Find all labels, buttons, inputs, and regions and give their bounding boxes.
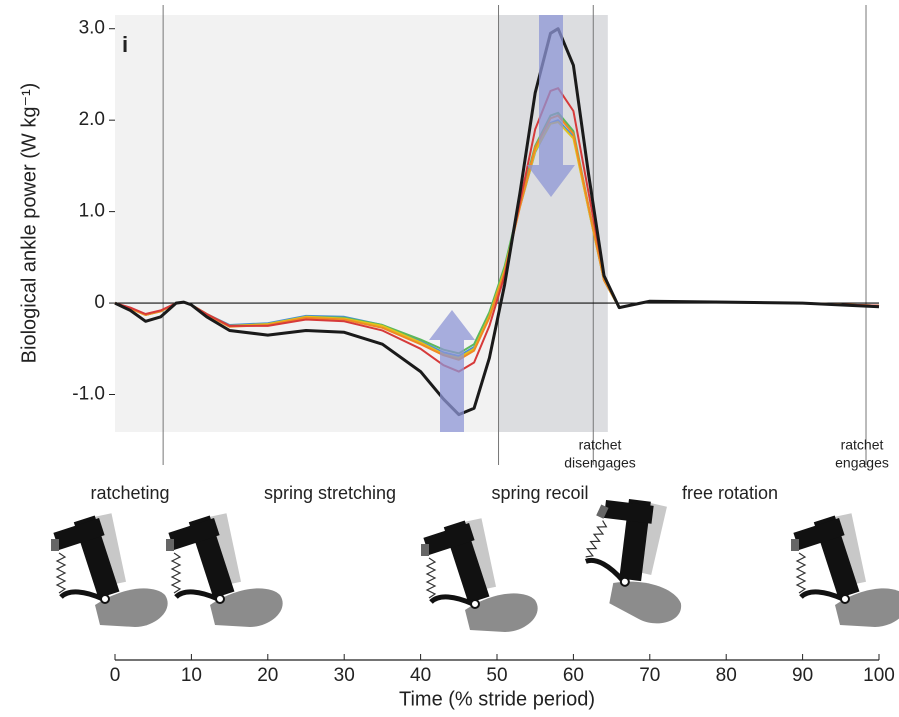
grid-layer: -1.0 0 1.0 2.0 3.0 0 10 20 30 40 50 60 70 80 90 100 — [72, 5, 895, 686]
y-axis-label: Biological ankle power (W kg⁻¹) — [18, 83, 40, 364]
panel-label: i — [122, 32, 128, 57]
y-tick-label: 2.0 — [79, 109, 105, 130]
annotation: disengages — [564, 455, 636, 471]
device-illustration — [421, 518, 538, 632]
shade-layer — [115, 15, 608, 432]
annotation: ratchet — [841, 437, 884, 453]
x-tick-label: 100 — [863, 665, 895, 686]
phase-label: spring stretching — [264, 483, 396, 503]
x-tick-label: 0 — [110, 665, 121, 686]
x-axis-label: Time (% stride period) — [399, 688, 595, 710]
device-illustration — [564, 481, 718, 633]
phase-label: ratcheting — [90, 483, 169, 503]
decrease-arrow — [527, 15, 575, 197]
y-tick-label: 0 — [94, 292, 105, 313]
x-tick-label: 60 — [563, 665, 584, 686]
device-illustration — [166, 513, 283, 627]
x-tick-label: 90 — [792, 665, 813, 686]
y-tick-label: 3.0 — [79, 18, 105, 39]
x-tick-label: 70 — [639, 665, 660, 686]
device-illustration — [791, 513, 899, 627]
annotation: ratchet — [579, 437, 622, 453]
phase-label: spring recoil — [491, 483, 588, 503]
x-tick-label: 50 — [486, 665, 507, 686]
device-illustration — [51, 513, 168, 627]
y-tick-label: 1.0 — [79, 201, 105, 222]
phase-label: free rotation — [682, 483, 778, 503]
x-tick-label: 40 — [410, 665, 431, 686]
x-tick-label: 20 — [257, 665, 278, 686]
increase-arrow — [429, 310, 475, 432]
x-tick-label: 10 — [181, 665, 202, 686]
x-tick-label: 80 — [716, 665, 737, 686]
x-tick-label: 30 — [334, 665, 355, 686]
annotation: engages — [835, 455, 889, 471]
y-tick-label: -1.0 — [72, 384, 105, 405]
